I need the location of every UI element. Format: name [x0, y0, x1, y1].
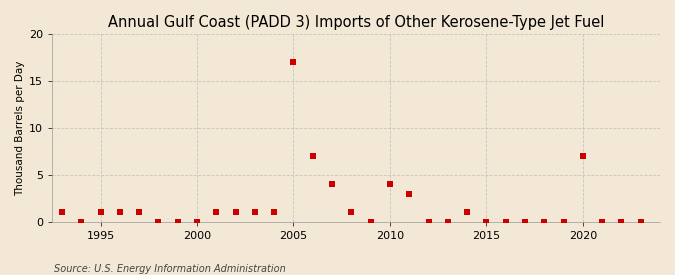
- Y-axis label: Thousand Barrels per Day: Thousand Barrels per Day: [15, 60, 25, 196]
- Point: [134, 210, 144, 214]
- Point: [211, 210, 221, 214]
- Point: [635, 219, 646, 224]
- Point: [269, 210, 279, 214]
- Point: [192, 219, 202, 224]
- Point: [327, 182, 338, 186]
- Point: [153, 219, 164, 224]
- Point: [288, 60, 299, 64]
- Point: [385, 182, 396, 186]
- Point: [76, 219, 86, 224]
- Title: Annual Gulf Coast (PADD 3) Imports of Other Kerosene-Type Jet Fuel: Annual Gulf Coast (PADD 3) Imports of Ot…: [108, 15, 604, 30]
- Point: [230, 210, 241, 214]
- Point: [597, 219, 608, 224]
- Point: [346, 210, 356, 214]
- Point: [95, 210, 106, 214]
- Point: [462, 210, 472, 214]
- Point: [115, 210, 126, 214]
- Point: [250, 210, 261, 214]
- Point: [577, 154, 588, 158]
- Point: [423, 219, 434, 224]
- Point: [307, 154, 318, 158]
- Point: [172, 219, 183, 224]
- Point: [616, 219, 627, 224]
- Point: [365, 219, 376, 224]
- Point: [558, 219, 569, 224]
- Point: [57, 210, 68, 214]
- Text: Source: U.S. Energy Information Administration: Source: U.S. Energy Information Administ…: [54, 264, 286, 274]
- Point: [520, 219, 531, 224]
- Point: [481, 219, 492, 224]
- Point: [539, 219, 549, 224]
- Point: [442, 219, 453, 224]
- Point: [404, 191, 414, 196]
- Point: [500, 219, 511, 224]
